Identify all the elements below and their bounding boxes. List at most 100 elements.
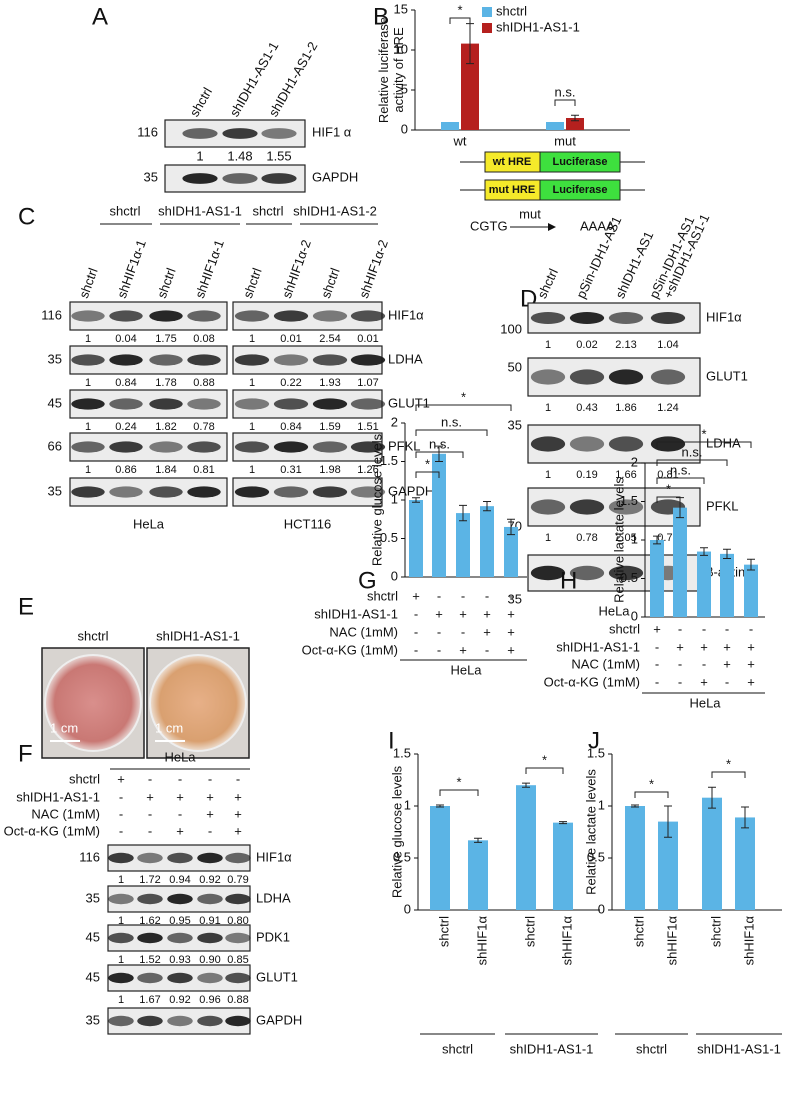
error-bar: [708, 786, 716, 809]
quant: 0.84: [115, 377, 136, 389]
sign: -: [437, 624, 441, 639]
sign: -: [148, 806, 152, 821]
lane-label: shctrl: [187, 85, 216, 119]
mw-label: 35: [86, 890, 100, 905]
quant: 1: [249, 421, 255, 433]
lane-label: shctrl: [318, 266, 343, 300]
protein-label: HIF1α: [388, 307, 424, 322]
band: [149, 441, 183, 453]
y-tick-label: 0.5: [393, 849, 411, 864]
quant: 0.01: [280, 333, 301, 345]
band: [137, 1015, 163, 1027]
band: [312, 354, 348, 366]
group-label: shIDH1-AS1-1: [158, 203, 242, 218]
significance-bracket: [656, 477, 705, 484]
x-tick-label: shHIF1α: [474, 916, 489, 966]
band: [234, 310, 270, 322]
group-label: shIDH1-AS1-1: [697, 1041, 781, 1056]
band: [137, 893, 163, 905]
band: [225, 893, 251, 905]
band: [234, 398, 270, 410]
significance-label: *: [701, 426, 706, 441]
quant: 0.81: [193, 464, 214, 476]
significance-bracket: [656, 496, 681, 503]
sign: -: [178, 806, 182, 821]
sign: -: [725, 674, 729, 689]
sign: -: [437, 588, 441, 603]
sign: -: [749, 621, 753, 636]
error-bar: [631, 804, 639, 808]
band: [222, 173, 258, 184]
band: [197, 893, 223, 905]
significance-label: n.s.: [441, 414, 462, 429]
panel-letter: H: [560, 567, 577, 594]
band: [261, 128, 297, 139]
condition-label: shctrl: [69, 771, 100, 786]
sign: -: [702, 656, 706, 671]
sign: +: [723, 656, 731, 671]
construct-label: Luciferase: [552, 184, 607, 196]
band: [530, 436, 566, 452]
band: [312, 486, 348, 498]
band: [273, 354, 309, 366]
quant: 1.55: [266, 148, 291, 163]
quant: 1.72: [139, 874, 160, 886]
bar: [566, 118, 584, 130]
quant: 1: [545, 532, 551, 544]
quant: 0.96: [199, 994, 220, 1006]
y-axis-label: Relative glucose levels: [369, 433, 384, 566]
image-caption: shctrl: [77, 628, 108, 643]
quant: 0.88: [227, 994, 248, 1006]
mw-label: 66: [48, 438, 62, 453]
y-tick-label: 15: [394, 1, 408, 16]
band: [108, 972, 134, 984]
error-bar: [747, 558, 755, 571]
condition-label: Oct-α-KG (1mM): [544, 674, 640, 689]
quant: 1.51: [357, 421, 378, 433]
quant: 0.08: [193, 333, 214, 345]
quant: 1: [85, 377, 91, 389]
y-tick-label: 0: [631, 608, 638, 623]
sign: -: [414, 642, 418, 657]
protein-label: HIF1α: [706, 309, 742, 324]
quant: 0.04: [115, 333, 136, 345]
quant: 0.78: [193, 421, 214, 433]
significance-bracket: [415, 429, 488, 436]
quant: 1.66: [615, 469, 636, 481]
quant: 1: [545, 469, 551, 481]
mw-label: 50: [508, 359, 522, 374]
band: [167, 932, 193, 944]
y-axis-label: Relative glucose levels: [389, 765, 404, 898]
significance-bracket: [525, 767, 564, 774]
y-tick-label: 0.5: [380, 530, 398, 545]
quant: 0.86: [115, 464, 136, 476]
band: [167, 893, 193, 905]
quant: 0.90: [199, 954, 220, 966]
sign: -: [485, 642, 489, 657]
sign: +: [459, 642, 467, 657]
significance-bracket: [554, 99, 576, 106]
construct-label: wt HRE: [492, 156, 532, 168]
protein-label: PFKL: [706, 498, 739, 513]
sign: +: [117, 771, 125, 786]
error-bar: [723, 548, 731, 559]
band: [569, 369, 605, 385]
significance-label: *: [666, 481, 671, 496]
quant: 0.88: [193, 377, 214, 389]
sign: -: [437, 642, 441, 657]
legend-label: shIDH1-AS1-1: [496, 19, 580, 34]
sign: -: [509, 588, 513, 603]
lane-label: shctrl: [76, 266, 101, 300]
band: [650, 312, 686, 324]
condition-label: Oct-α-KG (1mM): [4, 823, 100, 838]
band: [149, 310, 183, 322]
quant: 2.54: [319, 333, 340, 345]
group-label: shIDH1-AS1-1: [510, 1041, 594, 1056]
bar: [625, 806, 645, 910]
quant: 1.82: [155, 421, 176, 433]
quant: 1: [249, 377, 255, 389]
significance-label: *: [726, 756, 731, 771]
y-tick-label: 0: [404, 901, 411, 916]
x-tick-label: shctrl: [436, 916, 451, 947]
significance-bracket: [415, 404, 512, 411]
